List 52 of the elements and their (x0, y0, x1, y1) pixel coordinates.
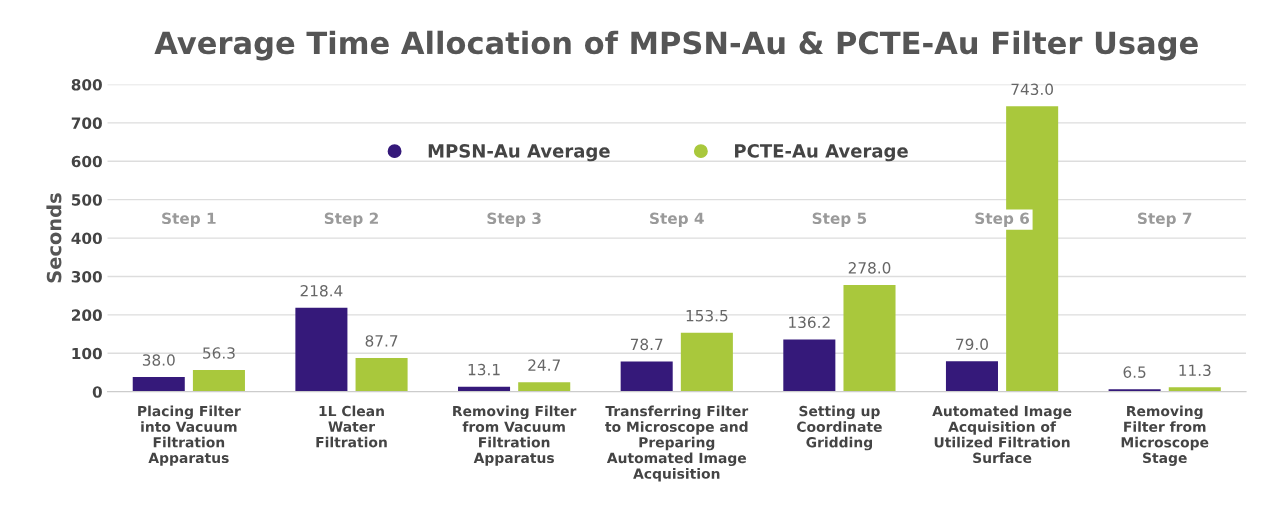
bar (295, 307, 348, 392)
x-tick-label: Removing Filter from Microscope Stage (1121, 405, 1209, 466)
y-tick-label: 300 (71, 270, 102, 283)
data-label: 6.5 (1123, 366, 1146, 378)
bar (945, 361, 998, 392)
y-tick-label: 100 (72, 347, 102, 360)
y-tick-label: 600 (71, 155, 102, 168)
bar (1168, 387, 1221, 392)
chart-title: Average Time Allocation of MPSN-Au & PCTE-Au Filter Usage (154, 30, 1198, 61)
data-label: 79.0 (956, 338, 988, 351)
y-tick-label: 800 (71, 78, 102, 91)
y-tick-label: 700 (71, 117, 102, 129)
data-label: 136.2 (789, 316, 830, 329)
legend-label: MPSN-Au Average (428, 144, 610, 162)
x-tick-label: 1L Clean Water Filtration (316, 405, 387, 448)
y-tick-label: 200 (71, 309, 102, 321)
x-tick-label: Automated Image Acquisition of Utilized Filtration Surface (932, 405, 1072, 464)
data-label: 218.4 (300, 284, 343, 297)
annotation: Step 2 (324, 212, 378, 228)
data-label: 153.5 (686, 309, 728, 322)
data-label: 24.7 (528, 359, 560, 371)
data-label: 11.3 (1179, 364, 1211, 377)
bar (620, 361, 673, 392)
data-label: 78.7 (630, 338, 663, 351)
annotation: Step 7 (1138, 212, 1192, 228)
bar (518, 382, 571, 392)
bar (680, 332, 733, 392)
x-tick-label: Transferring Filter to Microscope and Preparing Automated Image Acquisition (605, 405, 749, 482)
data-label: 13.1 (468, 363, 500, 376)
annotation: Step 4 (650, 212, 704, 228)
bar (783, 339, 836, 392)
y-tick-label: 0 (92, 386, 102, 398)
bar (843, 284, 896, 392)
y-axis-title: Seconds (46, 193, 62, 283)
x-tick-label: Placing Filter into Vacuum Filtration Apparatus (138, 405, 241, 466)
x-tick-label: Removing Filter from Vacuum Filtration Apparatus (453, 405, 577, 466)
data-label: 56.3 (203, 347, 235, 359)
bar (132, 377, 185, 392)
x-tick-label: Setting up Coordinate Gridding (797, 405, 882, 451)
data-label: 278.0 (848, 262, 891, 274)
annotation: Step 5 (812, 212, 867, 228)
legend-label: PCTE-Au Average (735, 144, 908, 162)
y-tick-label: 400 (71, 232, 102, 245)
data-label: 38.0 (142, 354, 175, 366)
annotation: Step 3 (487, 212, 541, 228)
annotation: Step 6 (975, 212, 1030, 228)
bar (355, 358, 408, 392)
y-tick-label: 500 (71, 194, 102, 206)
bar (192, 370, 245, 392)
annotation: Step 1 (162, 212, 216, 228)
data-label: 743.0 (1011, 83, 1053, 96)
data-label: 87.7 (365, 335, 398, 347)
